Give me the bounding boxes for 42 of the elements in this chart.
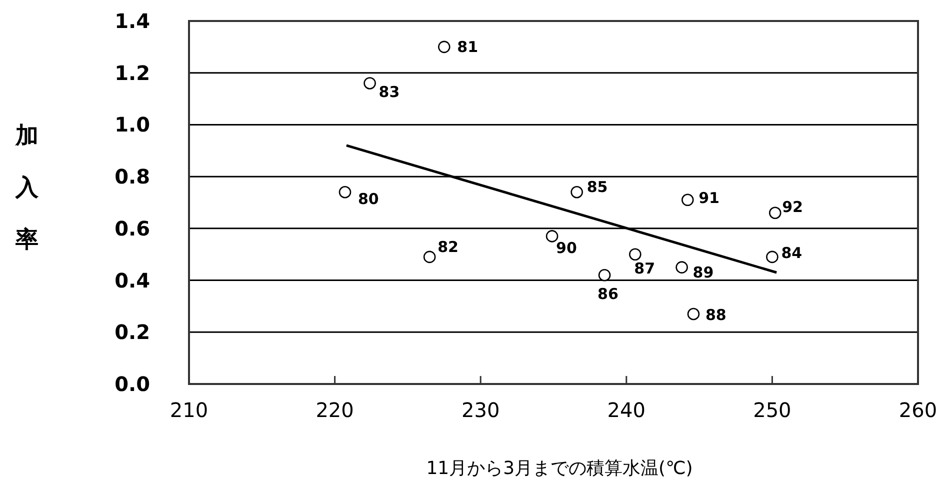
annotation: 92 [782,198,803,216]
annotation: 88 [705,306,726,324]
point [570,186,583,198]
annotation: 87 [634,259,656,278]
x-tick-label: 240 [607,398,646,422]
point [676,261,688,274]
annotation: 89 [692,263,714,282]
point [338,186,352,198]
y-axis-title: 加入率 [14,123,40,253]
annotation: 85 [586,178,608,196]
point [423,250,436,264]
y-tick-label: 0.2 [114,320,150,344]
annotation: 82 [438,238,458,256]
y-tick-label: 1.0 [114,112,150,137]
y-tick-label: 0.6 [114,216,150,240]
x-tick-label: 260 [898,398,938,422]
annotation: 81 [457,38,478,56]
annotation: 80 [358,190,379,208]
annotation: 84 [781,244,802,262]
annotation: 91 [698,188,720,207]
x-tick-label: 220 [316,398,354,422]
annotation: 86 [598,285,618,304]
point [766,250,778,264]
point [687,308,700,320]
y-tick-label: 1.2 [114,60,150,85]
y-tick-label: 0.4 [114,268,150,292]
x-tick-label: 230 [462,398,500,422]
point [438,40,450,54]
x-axis-title: 11月から3月までの積算水温(℃) [426,458,693,479]
point [681,194,694,206]
annotation: 90 [556,239,577,258]
x-tick-label: 250 [753,398,792,422]
annotation: 83 [378,83,400,102]
y-tick-label: 1.4 [114,9,150,33]
point [546,230,558,242]
y-tick-label: 0.8 [114,164,150,189]
point [364,77,376,90]
point [629,248,642,261]
point [598,268,611,282]
point [768,206,782,220]
y-tick-label: 0.0 [114,372,150,396]
x-tick-label: 210 [170,398,208,422]
